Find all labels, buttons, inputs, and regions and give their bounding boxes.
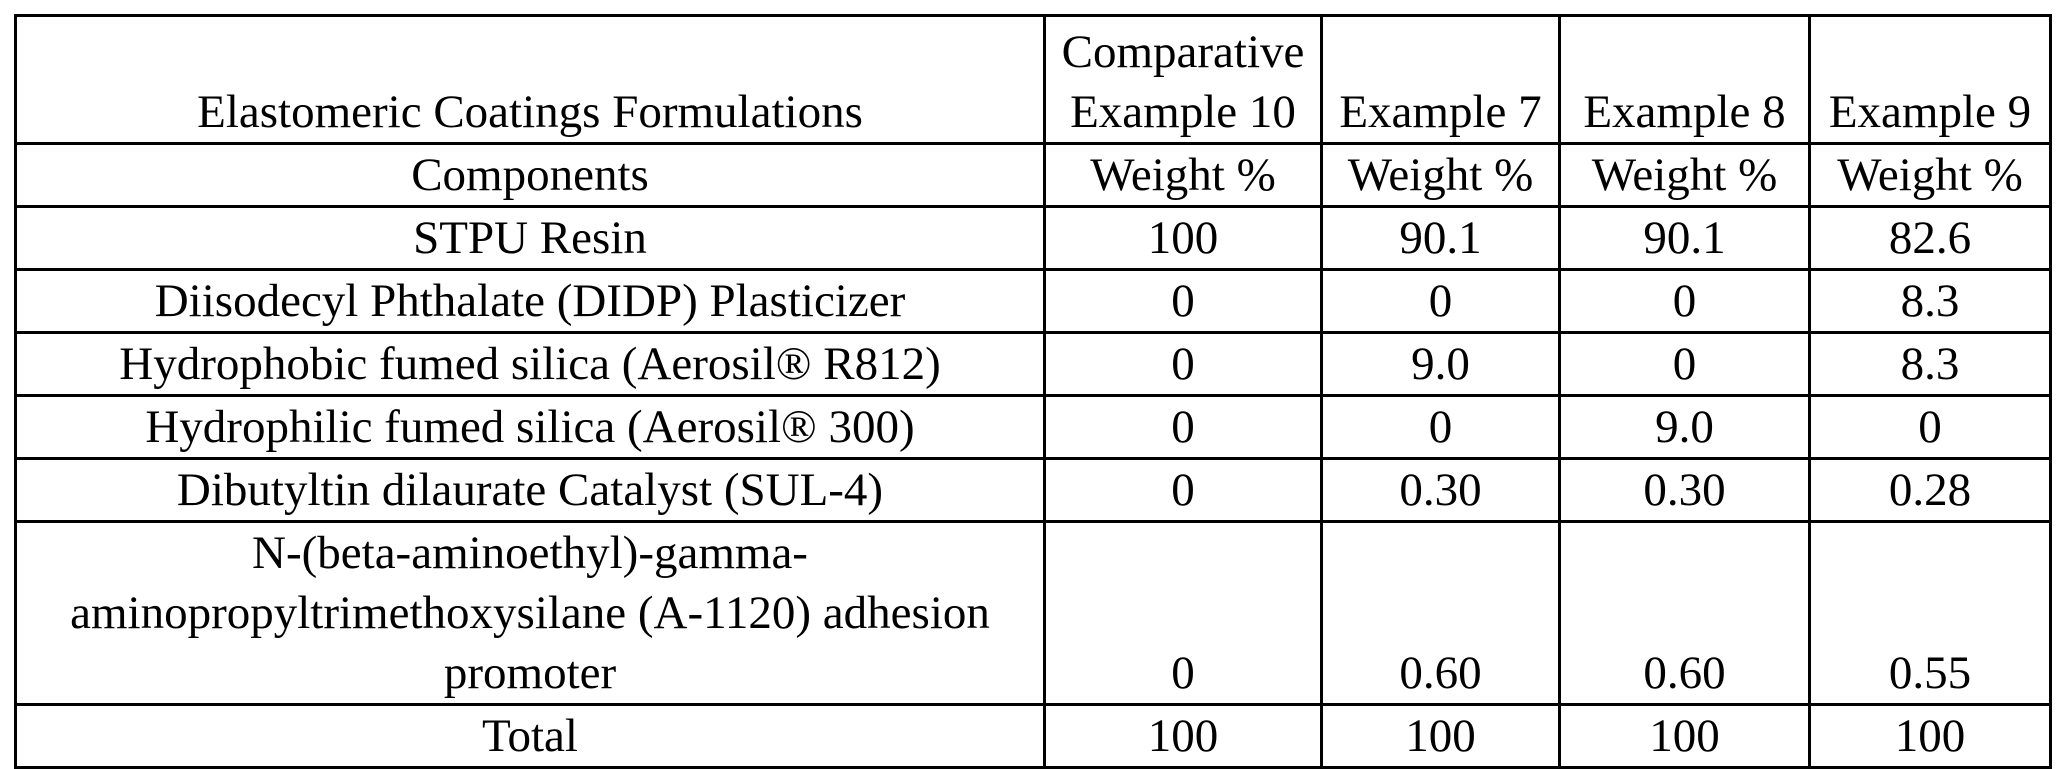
- table-title: Elastomeric Coatings Formulations: [14, 14, 1046, 145]
- formulations-table: Elastomeric Coatings Formulations Compar…: [14, 14, 2052, 769]
- component-name: Hydrophobic fumed silica (Aerosil® R812): [14, 331, 1046, 397]
- weight-value: 0: [1043, 331, 1323, 397]
- weight-value: 0.60: [1320, 520, 1561, 706]
- table-row: STPU Resin 100 90.1 90.1 82.6: [14, 205, 2052, 271]
- table-row: Diisodecyl Phthalate (DIDP) Plasticizer …: [14, 268, 2052, 334]
- weight-value: 0.30: [1558, 457, 1811, 523]
- weight-value: 9.0: [1558, 394, 1811, 460]
- total-row: Total 100 100 100 100: [14, 703, 2052, 769]
- table-row: Dibutyltin dilaurate Catalyst (SUL-4) 0 …: [14, 457, 2052, 523]
- weight-value: 9.0: [1320, 331, 1561, 397]
- column-header: Comparative Example 10: [1043, 14, 1323, 145]
- weight-value: 0.55: [1808, 520, 2052, 706]
- component-name: Hydrophilic fumed silica (Aerosil® 300): [14, 394, 1046, 460]
- column-header: Example 7: [1320, 14, 1561, 145]
- total-value: 100: [1320, 703, 1561, 769]
- component-name: STPU Resin: [14, 205, 1046, 271]
- component-name: Diisodecyl Phthalate (DIDP) Plasticizer: [14, 268, 1046, 334]
- weight-value: 0: [1043, 457, 1323, 523]
- weight-value: 0: [1808, 394, 2052, 460]
- weight-value: 0: [1043, 394, 1323, 460]
- table-row: N-(beta-aminoethyl)-gamma-aminopropyltri…: [14, 520, 2052, 706]
- weight-value: 0.60: [1558, 520, 1811, 706]
- components-label: Components: [14, 142, 1046, 208]
- component-name: Dibutyltin dilaurate Catalyst (SUL-4): [14, 457, 1046, 523]
- unit-label: Weight %: [1808, 142, 2052, 208]
- weight-value: 0.28: [1808, 457, 2052, 523]
- weight-value: 0: [1558, 268, 1811, 334]
- weight-value: 82.6: [1808, 205, 2052, 271]
- column-header: Example 8: [1558, 14, 1811, 145]
- total-value: 100: [1808, 703, 2052, 769]
- unit-label: Weight %: [1558, 142, 1811, 208]
- table-row: Hydrophobic fumed silica (Aerosil® R812)…: [14, 331, 2052, 397]
- column-header: Example 9: [1808, 14, 2052, 145]
- total-value: 100: [1558, 703, 1811, 769]
- weight-value: 0: [1043, 268, 1323, 334]
- total-value: 100: [1043, 703, 1323, 769]
- weight-value: 0: [1558, 331, 1811, 397]
- weight-value: 0: [1320, 394, 1561, 460]
- component-name: N-(beta-aminoethyl)-gamma-aminopropyltri…: [14, 520, 1046, 706]
- table-row: Hydrophilic fumed silica (Aerosil® 300) …: [14, 394, 2052, 460]
- weight-value: 90.1: [1320, 205, 1561, 271]
- table-header-row: Elastomeric Coatings Formulations Compar…: [14, 14, 2052, 145]
- weight-value: 100: [1043, 205, 1323, 271]
- weight-value: 90.1: [1558, 205, 1811, 271]
- weight-value: 0: [1043, 520, 1323, 706]
- total-label: Total: [14, 703, 1046, 769]
- table-subheader-row: Components Weight % Weight % Weight % We…: [14, 142, 2052, 208]
- weight-value: 8.3: [1808, 268, 2052, 334]
- weight-value: 0.30: [1320, 457, 1561, 523]
- weight-value: 8.3: [1808, 331, 2052, 397]
- unit-label: Weight %: [1320, 142, 1561, 208]
- weight-value: 0: [1320, 268, 1561, 334]
- unit-label: Weight %: [1043, 142, 1323, 208]
